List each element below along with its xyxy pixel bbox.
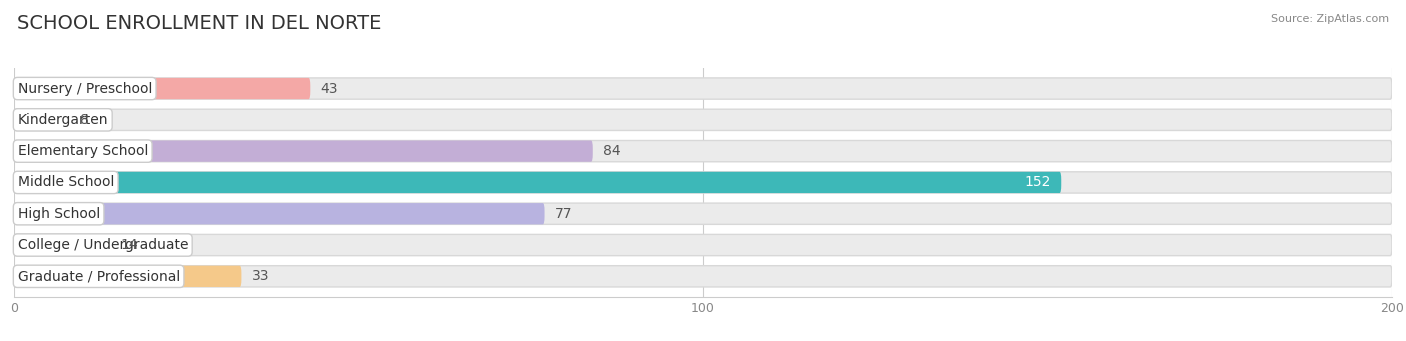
Text: College / Undergraduate: College / Undergraduate <box>17 238 188 252</box>
FancyBboxPatch shape <box>14 266 242 287</box>
Text: Kindergarten: Kindergarten <box>17 113 108 127</box>
Text: 33: 33 <box>252 269 269 283</box>
FancyBboxPatch shape <box>14 172 1392 193</box>
FancyBboxPatch shape <box>14 266 1392 287</box>
FancyBboxPatch shape <box>14 234 111 256</box>
FancyBboxPatch shape <box>14 234 1392 256</box>
Text: 14: 14 <box>121 238 138 252</box>
Text: Elementary School: Elementary School <box>17 144 148 158</box>
Text: Middle School: Middle School <box>17 175 114 190</box>
FancyBboxPatch shape <box>14 109 1392 131</box>
FancyBboxPatch shape <box>14 109 69 131</box>
FancyBboxPatch shape <box>14 172 1062 193</box>
FancyBboxPatch shape <box>14 203 544 224</box>
FancyBboxPatch shape <box>14 203 1392 224</box>
Text: High School: High School <box>17 207 100 221</box>
FancyBboxPatch shape <box>14 140 593 162</box>
Text: Graduate / Professional: Graduate / Professional <box>17 269 180 283</box>
FancyBboxPatch shape <box>14 78 311 99</box>
Text: 77: 77 <box>555 207 572 221</box>
Text: Source: ZipAtlas.com: Source: ZipAtlas.com <box>1271 14 1389 24</box>
FancyBboxPatch shape <box>14 140 1392 162</box>
Text: 152: 152 <box>1025 175 1050 190</box>
Text: Nursery / Preschool: Nursery / Preschool <box>17 81 152 95</box>
Text: 84: 84 <box>603 144 620 158</box>
Text: SCHOOL ENROLLMENT IN DEL NORTE: SCHOOL ENROLLMENT IN DEL NORTE <box>17 14 381 33</box>
Text: 8: 8 <box>80 113 89 127</box>
FancyBboxPatch shape <box>14 78 1392 99</box>
Text: 43: 43 <box>321 81 337 95</box>
